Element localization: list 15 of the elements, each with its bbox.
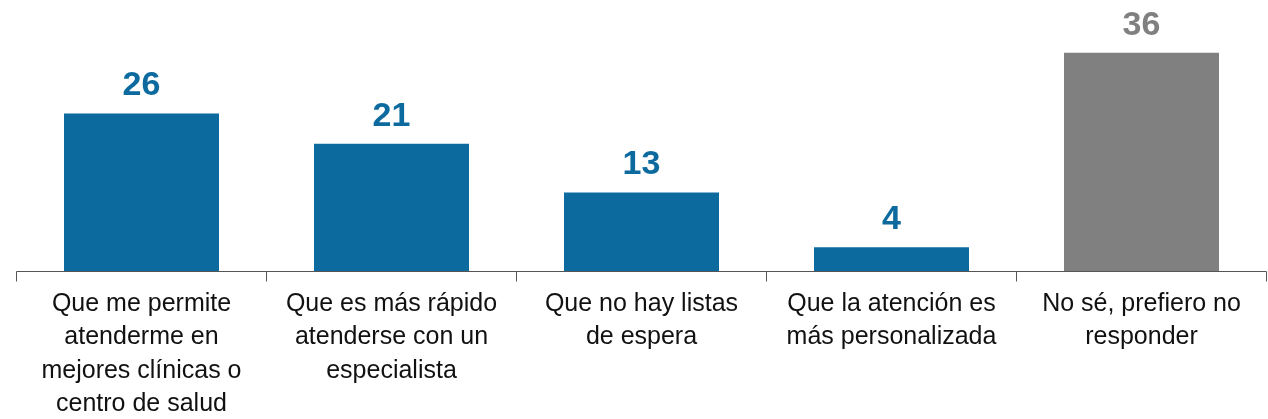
- data-label: 4: [882, 198, 902, 237]
- x-tick-label: Que la atención es más personalizada: [786, 287, 997, 350]
- bar: [814, 247, 969, 272]
- data-label: 21: [372, 94, 411, 133]
- x-tick-label: Que me permite atenderme en mejores clínicas o centro de salud: [41, 287, 242, 417]
- x-tick-label: Que es más rápido atenderse con un especialista: [285, 287, 498, 383]
- bar: [64, 113, 219, 272]
- bar: [564, 192, 719, 272]
- bar: [314, 143, 469, 272]
- x-tick-label: No sé, prefiero no responder: [1042, 287, 1241, 350]
- data-label: 13: [622, 143, 661, 182]
- bar: [1064, 52, 1219, 272]
- data-label: 36: [1122, 3, 1161, 42]
- x-tick-label: Que no hay listas de espera: [544, 287, 739, 350]
- data-label: 26: [122, 64, 161, 103]
